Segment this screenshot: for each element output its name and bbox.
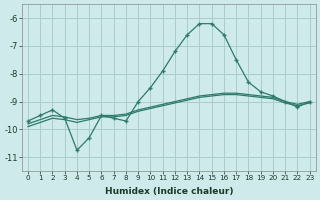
X-axis label: Humidex (Indice chaleur): Humidex (Indice chaleur) — [105, 187, 233, 196]
